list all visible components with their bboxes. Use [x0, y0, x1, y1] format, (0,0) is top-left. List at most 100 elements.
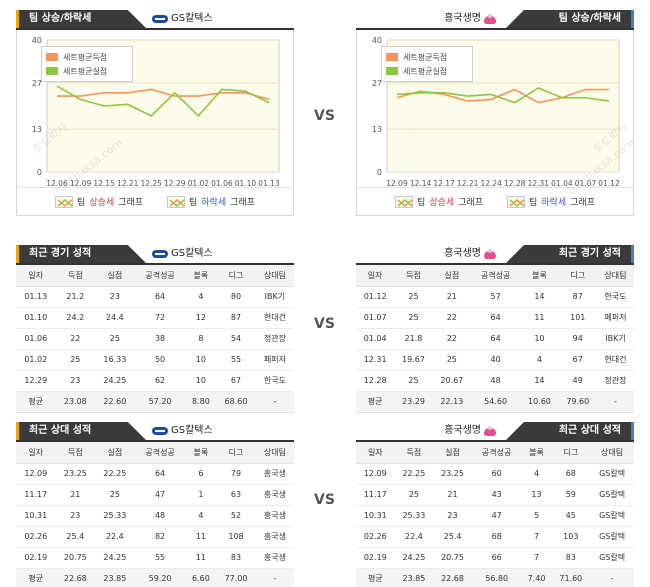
- table-cell: 23.25: [55, 463, 96, 485]
- down-suffix: 그래프: [230, 198, 255, 208]
- table-cell: 49: [558, 370, 597, 392]
- average-cell: -: [255, 391, 294, 413]
- up-prefix: 팀: [417, 198, 426, 208]
- table-cell: 22.4: [95, 526, 135, 548]
- table-row: 01.06 22 25 38 8 54 정관장: [16, 328, 294, 350]
- table-cell: 한국도: [255, 370, 294, 392]
- table-cell: 12.09: [356, 463, 395, 485]
- table-cell: 11.17: [356, 484, 395, 506]
- table-cell: 22.25: [95, 463, 135, 485]
- column-header: 공격성공: [471, 442, 522, 464]
- table-cell: 24.25: [95, 370, 135, 392]
- table-cell: 01.06: [16, 328, 56, 350]
- table-row: 01.13 21.2 23 64 4 80 IBK기: [16, 286, 294, 308]
- column-header: 득점: [394, 265, 433, 287]
- average-cell: 23.29: [394, 391, 433, 413]
- right-trend-team: 흥국생명: [444, 12, 496, 26]
- score-swatch-icon: [46, 53, 58, 61]
- table-row: 12.31 19.67 25 40 4 67 현대건: [356, 349, 634, 371]
- table-cell: 87: [216, 307, 256, 329]
- table-cell: 43: [471, 484, 522, 506]
- left-h2h-team-name: GS칼텍스: [171, 425, 213, 436]
- table-cell: 12.29: [16, 370, 56, 392]
- table-cell: 13: [521, 484, 552, 506]
- table-row: 02.19 20.75 24.25 55 11 83 흥국생: [16, 547, 294, 569]
- average-cell: 평균: [16, 391, 56, 413]
- table-cell: 25.4: [433, 526, 472, 548]
- table-row: 01.07 25 22 64 11 101 페퍼저: [356, 307, 634, 329]
- table-cell: 10.31: [356, 505, 395, 527]
- right-h2h-tab: 최근 상대 성적: [506, 422, 634, 440]
- column-header: 상대팀: [590, 442, 634, 464]
- table-cell: 108: [216, 526, 256, 548]
- column-header: 실점: [433, 442, 472, 464]
- left-h2h-header: 최근 상대 성적 GS칼텍스: [16, 422, 294, 442]
- table-cell: 83: [216, 547, 256, 569]
- left-trend-tab: 팀 상승/하락세: [16, 10, 146, 28]
- table-row: 12.09 23.25 22.25 64 6 79 흥국생: [16, 463, 294, 485]
- table-cell: 01.12: [356, 286, 395, 308]
- down-graph-legend: 팀 하락세 그래프: [507, 195, 595, 208]
- column-header: 상대팀: [596, 265, 634, 287]
- table-cell: 4: [521, 463, 552, 485]
- gs-caltex-logo-icon: [152, 250, 168, 258]
- average-cell: 54.60: [470, 391, 521, 413]
- table-cell: 79: [216, 463, 256, 485]
- table-cell: 정관장: [255, 328, 294, 350]
- down-prefix: 팀: [529, 198, 538, 208]
- table-cell: 68: [551, 463, 591, 485]
- table-cell: 12.28: [356, 370, 395, 392]
- table-cell: 38: [134, 328, 186, 350]
- left-trend-chart-box: 0 13 27 40 12.06 12.09 12.15 12.21 12.25 12.29 01.…: [16, 30, 294, 216]
- table-cell: 24.25: [95, 547, 135, 569]
- table-cell: 5: [521, 505, 552, 527]
- table-cell: 67: [216, 370, 256, 392]
- table-cell: 50: [134, 349, 186, 371]
- x-tick-label: 01.07: [575, 179, 597, 188]
- average-cell: 평균: [356, 568, 395, 587]
- average-row: 평균 23.08 22.60 57.20 8.80 68.60-: [16, 391, 294, 413]
- table-row: 01.02 25 16.33 50 10 55 페퍼저: [16, 349, 294, 371]
- heungkuk-logo-icon: [484, 426, 496, 436]
- average-cell: 57.20: [134, 391, 186, 413]
- left-recent-team-name: GS칼텍스: [171, 248, 213, 259]
- table-cell: 25: [394, 307, 433, 329]
- average-cell: 22.68: [55, 568, 96, 587]
- x-tick-label: 12.24: [480, 179, 502, 188]
- table-cell: 64: [470, 307, 521, 329]
- column-header: 상대팀: [255, 442, 294, 464]
- column-header: 블록: [520, 265, 559, 287]
- table-cell: 23: [55, 370, 96, 392]
- table-cell: 01.13: [16, 286, 56, 308]
- table-cell: GS칼텍: [590, 526, 634, 548]
- average-cell: 71.60: [551, 568, 591, 587]
- table-cell: 68: [471, 526, 522, 548]
- table-cell: 55: [216, 349, 256, 371]
- table-cell: 11: [520, 307, 559, 329]
- column-header: 실점: [95, 442, 135, 464]
- table-row: 10.31 25.33 23 47 5 45 GS칼텍: [356, 505, 634, 527]
- table-header-row: 일자 득점 실점 공격성공 블록 디그 상대팀: [356, 442, 634, 464]
- average-cell: -: [255, 568, 294, 587]
- left-trend-team-name: GS칼텍스: [171, 13, 213, 24]
- column-header: 공격성공: [134, 442, 186, 464]
- y-tick-label: 0: [377, 168, 382, 177]
- table-cell: 6: [185, 463, 217, 485]
- table-row: 12.29 23 24.25 62 10 67 한국도: [16, 370, 294, 392]
- table-cell: 62: [134, 370, 186, 392]
- table-cell: 22.4: [394, 526, 434, 548]
- table-cell: 24.4: [95, 307, 135, 329]
- table-cell: 14: [520, 370, 559, 392]
- avg-score-line: [57, 88, 270, 101]
- table-row: 12.28 25 20.67 48 14 49 정관장: [356, 370, 634, 392]
- table-cell: 흥국생: [255, 484, 294, 506]
- x-tick-label: 01.06: [211, 179, 233, 188]
- table-cell: 4: [185, 286, 217, 308]
- table-cell: GS칼텍: [590, 505, 634, 527]
- y-tick-label: 27: [32, 79, 42, 88]
- right-trend-footer: 팀 상승세 그래프 팀 하락세 그래프: [357, 187, 633, 215]
- table-cell: 63: [216, 484, 256, 506]
- loss-swatch-icon: [386, 67, 398, 75]
- average-cell: 평균: [356, 391, 395, 413]
- table-cell: 54: [216, 328, 256, 350]
